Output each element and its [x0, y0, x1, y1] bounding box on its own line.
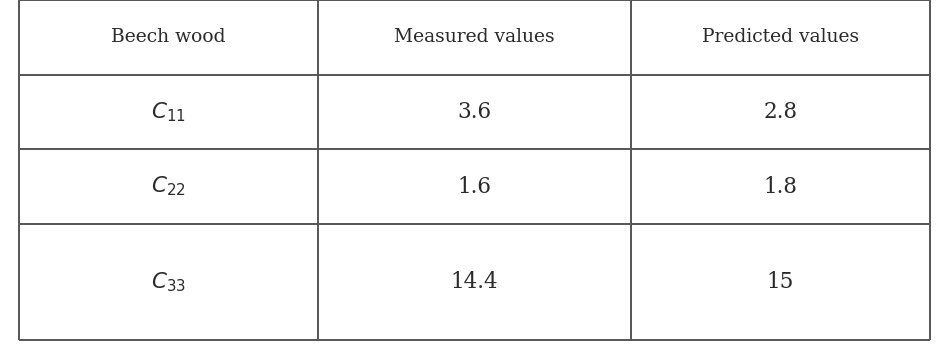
Text: 2.8: 2.8: [764, 101, 797, 123]
Text: 1.8: 1.8: [764, 176, 797, 197]
Text: $C_{33}$: $C_{33}$: [151, 270, 186, 294]
Text: $C_{22}$: $C_{22}$: [151, 175, 186, 198]
Text: 15: 15: [767, 271, 794, 293]
Text: 14.4: 14.4: [451, 271, 498, 293]
Text: 3.6: 3.6: [457, 101, 492, 123]
Text: $C_{11}$: $C_{11}$: [151, 100, 186, 124]
Text: 1.6: 1.6: [457, 176, 492, 197]
Text: Measured values: Measured values: [394, 28, 555, 46]
Text: Predicted values: Predicted values: [702, 28, 859, 46]
Text: Beech wood: Beech wood: [111, 28, 226, 46]
